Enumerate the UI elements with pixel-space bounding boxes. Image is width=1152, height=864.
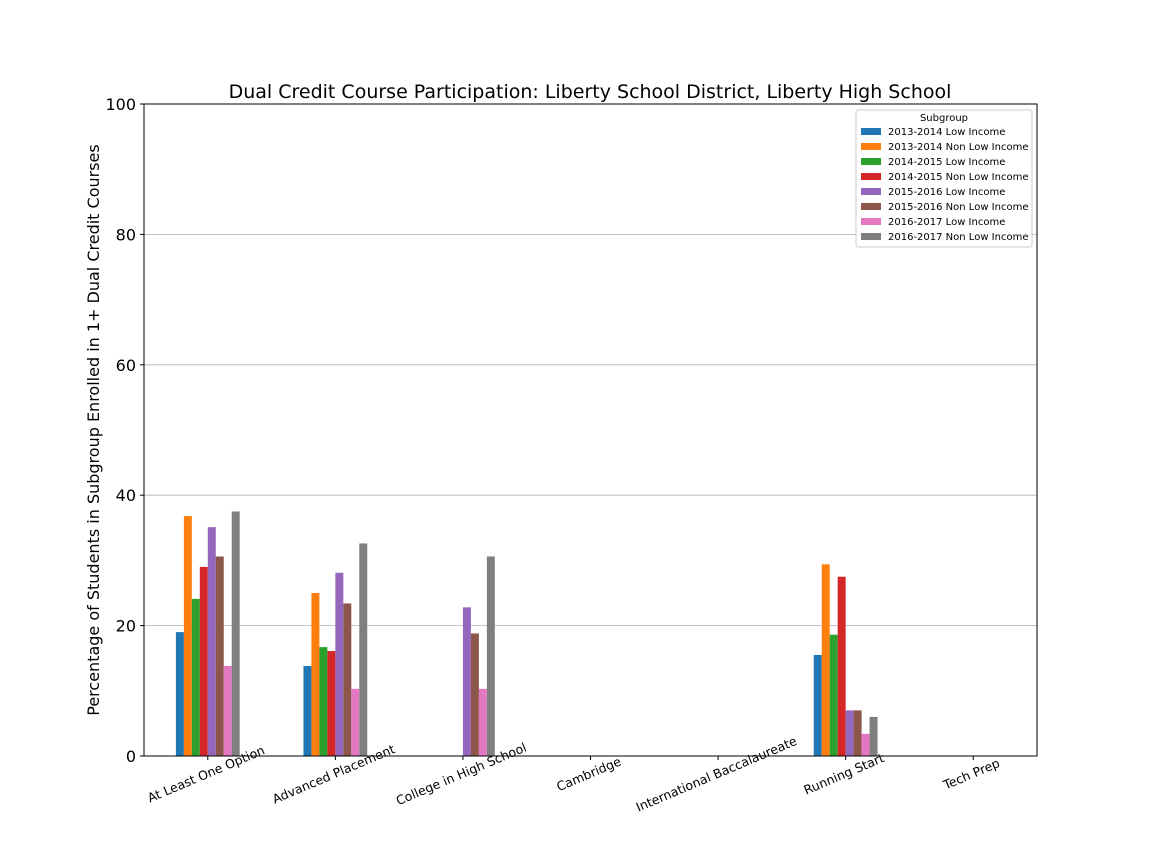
bar [470,633,479,756]
bar [853,710,862,756]
bar [191,598,200,756]
legend-swatch [861,188,881,195]
x-tick-label: Running Start [801,750,886,797]
x-tick-label: International Baccalaureate [634,733,800,815]
bar [319,647,328,756]
bar [231,511,240,756]
bar [175,632,184,756]
bar [845,710,854,756]
x-tick-label: College in High School [394,740,529,809]
bar [869,716,878,756]
bar [359,543,368,756]
legend-swatch [861,128,881,135]
bar [335,572,344,756]
legend-swatch [861,233,881,240]
legend: Subgroup 2013-2014 Low Income 2013-2014 N… [855,109,1033,248]
bar [351,688,360,756]
bar [486,556,495,756]
legend-entry: 2015-2016 Low Income [888,187,1005,198]
legend-entry: 2016-2017 Non Low Income [888,232,1028,243]
bar [478,688,487,756]
y-axis-ticks: 0 20 40 60 80 100 [105,95,144,766]
bar [303,666,312,756]
legend-swatch [861,143,881,150]
bar [311,593,320,756]
chart-title: Dual Credit Course Participation: Libert… [229,81,952,103]
y-tick-label: 80 [116,225,136,244]
y-tick-label: 40 [116,486,136,505]
grid-lines [144,233,1037,626]
y-tick-label: 100 [105,95,136,114]
x-tick-label: Cambridge [554,753,623,794]
legend-entry: 2013-2014 Non Low Income [888,142,1028,153]
legend-swatch [861,173,881,180]
legend-box [855,109,1033,248]
legend-items: 2013-2014 Low Income 2013-2014 Non Low In… [861,127,1028,243]
x-tick-label: Tech Prep [940,755,1002,793]
bar [199,566,208,756]
legend-entry: 2015-2016 Non Low Income [888,202,1028,213]
bar [813,654,822,756]
y-axis-label: Percentage of Students in Subgroup Enrol… [84,144,103,715]
bars [175,511,878,756]
bar [215,556,224,756]
legend-entry: 2016-2017 Low Income [888,217,1005,228]
bar [207,527,216,756]
legend-entry: 2014-2015 Non Low Income [888,172,1028,183]
bar [861,733,870,756]
y-tick-label: 60 [116,356,136,375]
bar [183,516,192,756]
bar [223,666,232,756]
legend-swatch [861,158,881,165]
bar [821,564,830,756]
legend-title: Subgroup [920,113,968,124]
bar [462,607,471,756]
bar [837,576,846,756]
legend-entry: 2013-2014 Low Income [888,127,1005,138]
bar [327,651,336,756]
legend-swatch [861,203,881,210]
y-tick-label: 0 [126,747,136,766]
y-tick-label: 20 [116,617,136,636]
bar [343,603,352,756]
legend-entry: 2014-2015 Low Income [888,157,1005,168]
legend-swatch [861,218,881,225]
bar [829,634,838,756]
